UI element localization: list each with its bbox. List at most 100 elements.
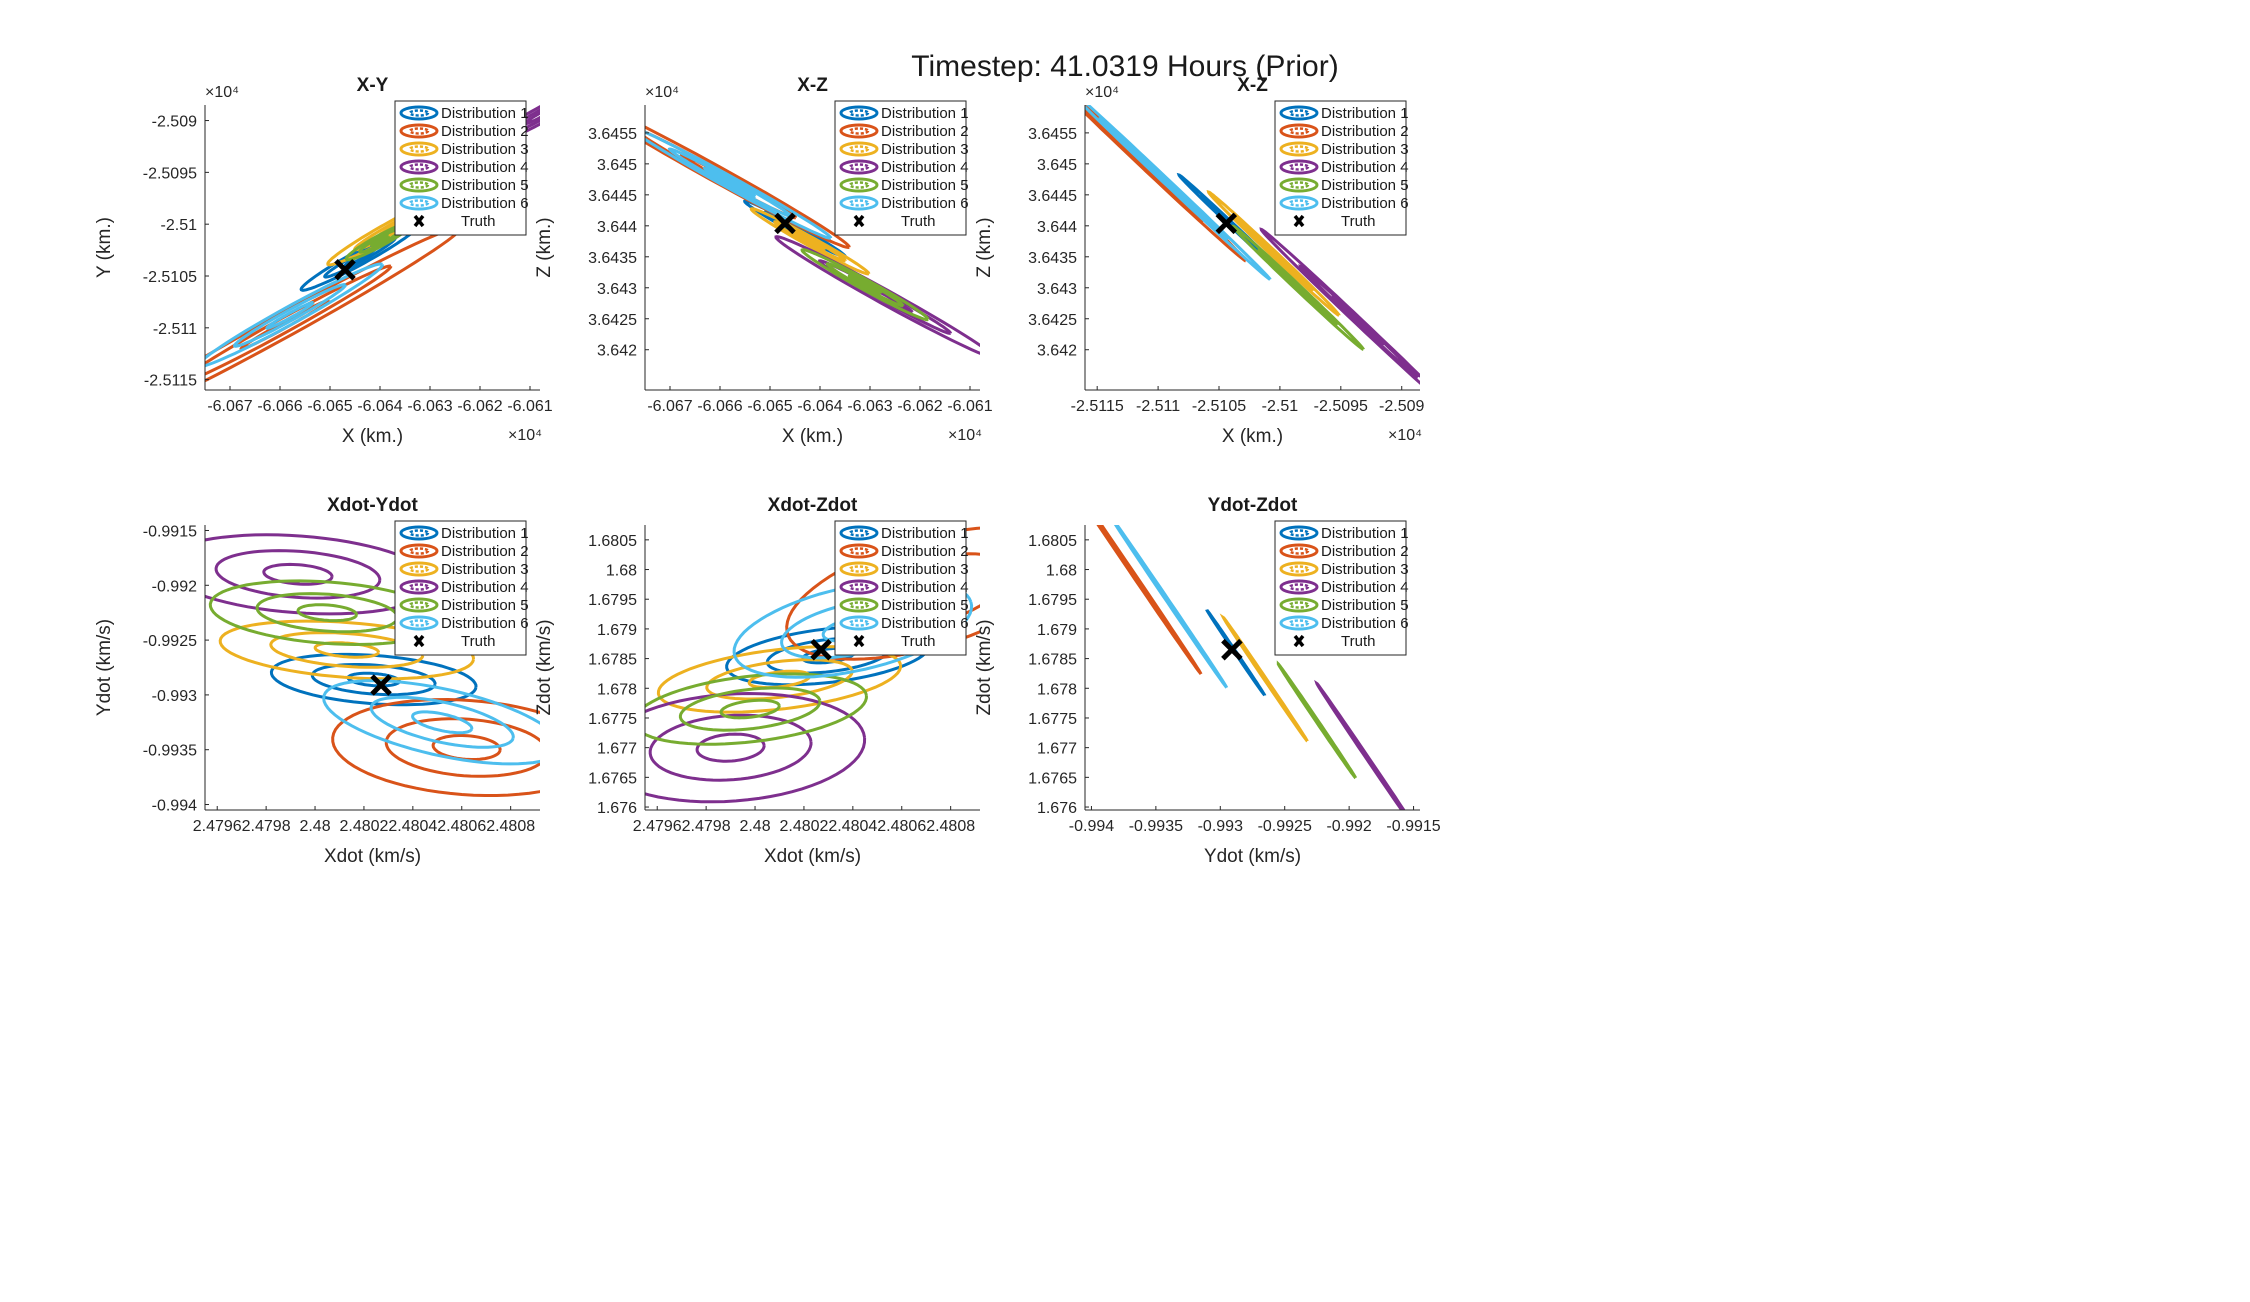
y-tick-label: 1.679 [597,622,637,639]
ellipse-3 [749,207,871,276]
y-tick-label: 3.645 [1037,157,1077,174]
y-tick-label: 1.676 [1037,800,1077,817]
legend-label: Distribution 3 [881,561,969,578]
chart-xz: X-Z -6.067 -6.066 -6.065 -6.064 -6.063 -6.062-… [534,75,993,447]
legend-swatch [1279,543,1319,559]
y-tick-label: 3.644 [1037,219,1077,236]
y-tick-label: 3.644 [597,219,637,236]
x-tick-label: -6.064 [357,398,402,415]
panel-title: X-Z [797,75,828,96]
y-exponent: ×10⁴ [205,84,239,101]
y-tick-label: -0.993 [152,688,197,705]
y-axis-label: Ydot (km/s) [94,619,115,716]
y-axis-label: Zdot (km/s) [534,619,555,715]
x-tick-label: 2.48 [739,818,770,835]
y-tick-label: 1.6795 [588,592,637,609]
legend-label: Distribution 3 [441,561,529,578]
legend-label: Distribution 1 [441,105,529,122]
ellipse-3 [793,231,827,252]
x-tick-label: -6.067 [207,398,252,415]
legend-label: Truth [1341,213,1375,230]
y-tick-label: -2.509 [152,114,197,131]
x-tick-label: 2.4802 [339,818,388,835]
y-tick-label: -2.5105 [143,269,197,286]
x-tick-label: 2.4808 [926,818,975,835]
chart-ydot-zdot: Ydot-Zdot -0.994 -0.9935 -0.993 -0.9925 -0.99… [974,495,1441,867]
y-tick-label: 1.677 [597,741,637,758]
ellipse-6 [233,282,347,348]
legend-label: Distribution 2 [1321,123,1409,140]
ellipse-4 [695,732,766,763]
x-tick-label: 2.4806 [437,818,486,835]
legend-label: Distribution 5 [441,597,529,614]
ellipse-3 [1256,236,1292,271]
y-tick-label: -0.9925 [143,633,197,650]
y-tick-label: -0.9935 [143,743,197,760]
legend-label: Distribution 6 [441,615,529,632]
ellipse-5 [825,262,905,308]
y-exponent: ×10⁴ [645,84,679,101]
y-tick-label: 3.6425 [588,312,637,329]
ellipse-5 [1280,270,1316,305]
legend-swatch [399,615,439,631]
legend-label: Distribution 3 [1321,141,1409,158]
legend-swatch [399,123,439,139]
legend-label: Distribution 4 [441,159,529,176]
y-tick-label: 1.68 [606,563,637,580]
legend-swatch [399,543,439,559]
legend-swatch [839,525,879,541]
y-axis-label: Zdot (km/s) [974,619,995,715]
legend-swatch [1279,195,1319,211]
legend-label: Distribution 3 [881,141,969,158]
ellipse-6 [667,147,792,218]
legend-swatch [839,123,879,139]
legend-label: Distribution 1 [1321,105,1409,122]
y-tick-label: 3.6455 [1028,126,1077,143]
legend-swatch [1279,141,1319,157]
figure-title: Timestep: 41.0319 Hours (Prior) [911,50,1339,83]
legend-swatch [399,561,439,577]
ellipse-2 [1097,525,1175,634]
y-tick-label: 3.643 [1037,281,1077,298]
x-tick-label: 2.4804 [388,818,437,835]
ellipse-5 [719,698,781,720]
legend-swatch [399,579,439,595]
legend-label: Distribution 4 [441,579,529,596]
x-tick-label: 2.4796 [193,818,242,835]
legend-label: Distribution 6 [881,195,969,212]
y-tick-label: 1.676 [597,800,637,817]
ellipse-6 [322,679,540,766]
panel-title: Ydot-Zdot [1208,495,1298,516]
ellipse-4 [1331,295,1385,347]
legend-label: Truth [901,213,935,230]
x-tick-label: -2.5105 [1192,398,1246,415]
legend-label: Distribution 6 [1321,195,1409,212]
ellipse-5 [847,274,883,295]
x-axis-label: Xdot (km/s) [324,846,421,867]
y-tick-label: 1.678 [597,681,637,698]
y-tick-label: -0.9915 [143,523,197,540]
ellipse-4 [205,533,436,616]
ellipse-5 [296,603,358,623]
legend-label: Distribution 2 [881,543,969,560]
ellipse-6 [1132,547,1205,655]
truth-marker [810,638,832,661]
y-exponent: ×10⁴ [1085,84,1119,101]
truth-marker [1215,212,1238,235]
ellipse-5 [678,686,822,732]
ellipse-2 [205,264,393,376]
y-axis-label: Z (km.) [534,217,555,277]
ellipse-5 [1305,705,1329,737]
x-tick-label: -0.9925 [1258,818,1312,835]
ellipse-1 [1216,623,1255,680]
ellipse-5 [370,234,390,247]
y-tick-label: 1.6765 [1028,770,1077,787]
panel-title: X-Z [1237,75,1268,96]
truth-marker [334,259,356,281]
x-tick-label: 2.4798 [682,818,731,835]
ellipse-5 [1292,685,1342,757]
y-tick-label: 1.679 [1037,622,1077,639]
ellipse-3 [269,631,425,669]
